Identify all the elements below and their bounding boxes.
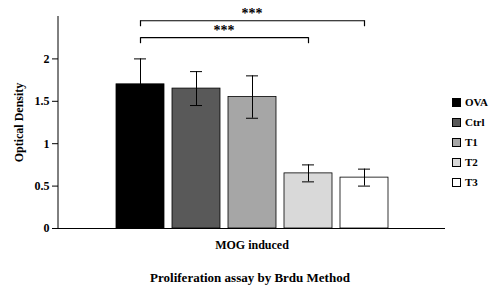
html-text:T1: T1: [465, 136, 478, 148]
html-text:Proliferation assay by Brdu Me: Proliferation assay by Brdu Method: [150, 270, 350, 285]
svg-text:2: 2: [44, 52, 50, 66]
svg-text:0: 0: [44, 221, 50, 235]
svg-text:1: 1: [44, 137, 50, 151]
html-text:T3: T3: [465, 176, 478, 188]
svg-text:***: ***: [242, 6, 263, 21]
svg-text:0.5: 0.5: [35, 179, 50, 193]
html-text:T2: T2: [465, 156, 478, 168]
html-text:Ctrl: Ctrl: [465, 116, 485, 128]
svg-text:MOG induced: MOG induced: [215, 238, 289, 252]
svg-text:***: ***: [214, 23, 235, 38]
svg-text:Optical Density: Optical Density: [12, 83, 26, 163]
html-text:OVA: OVA: [465, 96, 488, 108]
svg-text:1.5: 1.5: [35, 94, 50, 108]
